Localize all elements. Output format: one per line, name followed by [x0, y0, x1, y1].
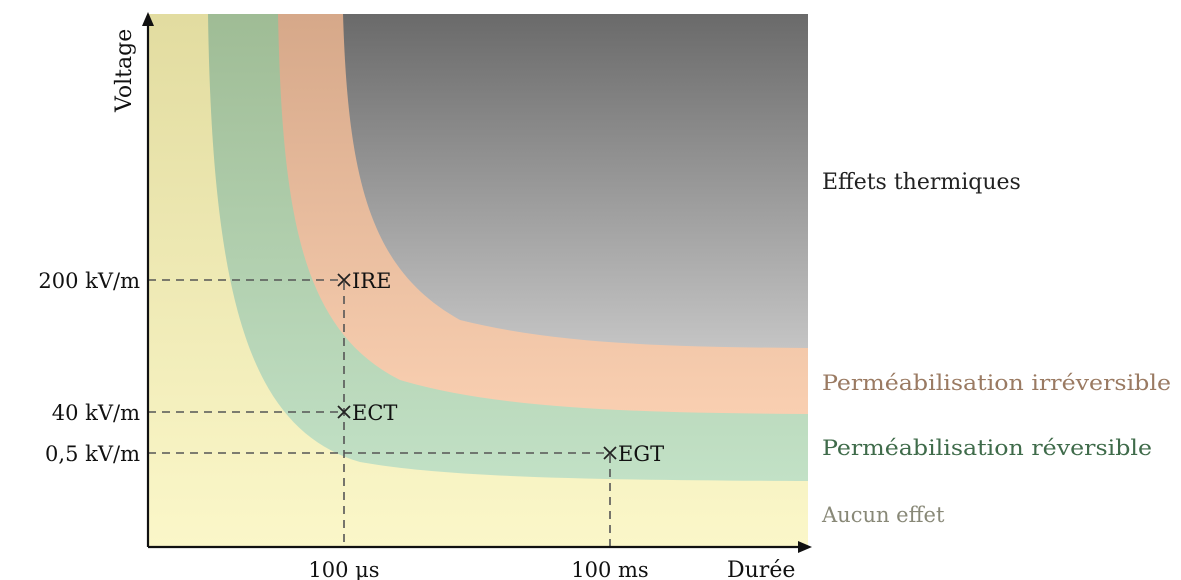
- y-tick-40: 40 kV/m: [52, 401, 140, 425]
- axes: [142, 12, 812, 553]
- point-ect: ECT: [337, 401, 397, 425]
- x-tick-100ms: 100 ms: [571, 558, 648, 580]
- point-label-ire: IRE: [352, 269, 391, 293]
- point-label-egt: EGT: [618, 442, 664, 466]
- cross-marker-egt: [603, 446, 617, 460]
- cross-marker-ire: [337, 273, 351, 287]
- point-egt: EGT: [603, 442, 664, 466]
- point-label-ect: ECT: [352, 401, 397, 425]
- point-ire: IRE: [337, 269, 391, 293]
- region-label-effets-thermiques: Effets thermiques: [822, 170, 1021, 195]
- y-tick-05: 0,5 kV/m: [45, 442, 140, 466]
- region-label-permeabilisation-reversible: Perméabilisation réversible: [822, 436, 1152, 460]
- region-label-permeabilisation-irreversible: Perméabilisation irréversible: [822, 371, 1171, 395]
- y-axis-arrow: [142, 12, 154, 26]
- x-tick-100us: 100 μs: [308, 558, 379, 580]
- x-axis-label: Durée: [727, 558, 795, 580]
- y-tick-200: 200 kV/m: [38, 269, 140, 293]
- region-label-aucun-effet: Aucun effet: [821, 503, 945, 527]
- cross-marker-ect: [337, 405, 351, 419]
- region-effets-thermiques: [343, 14, 808, 348]
- guide-lines: [148, 279, 611, 547]
- y-axis-label: Voltage: [112, 29, 137, 113]
- x-axis-arrow: [798, 541, 812, 553]
